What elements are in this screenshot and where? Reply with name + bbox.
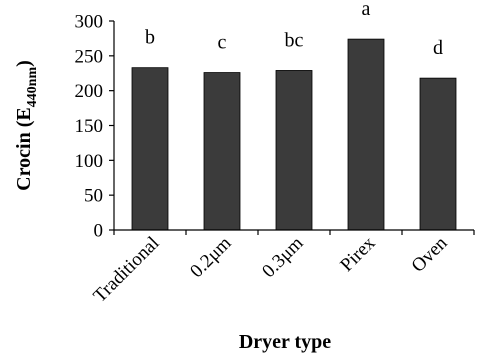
x-axis-ticks: Traditional 0.2μm 0.3μm Pirex Oven <box>89 230 475 307</box>
y-tick-label: 250 <box>75 46 104 67</box>
y-axis-title-close: ) <box>13 60 35 67</box>
y-tick-label: 200 <box>75 81 104 102</box>
significance-letter: bc <box>285 29 304 51</box>
bar-5 <box>419 77 457 231</box>
x-category-label: Traditional <box>89 233 163 307</box>
y-axis-title-subscript: 440nm <box>25 67 40 108</box>
x-category-label: Oven <box>408 232 452 276</box>
bars <box>131 38 457 231</box>
bar-2 <box>203 72 241 231</box>
y-tick-label: 50 <box>84 186 103 207</box>
x-axis-title: Dryer type <box>239 331 331 353</box>
x-category-label: 0.2μm <box>186 233 235 282</box>
x-category-label: Pirex <box>336 232 380 276</box>
y-axis-ticks: 0 50 100 150 200 250 300 <box>75 12 114 242</box>
y-tick-label: 150 <box>75 116 104 137</box>
y-axis-title: Crocin (E440nm) <box>13 60 40 191</box>
y-tick-label: 100 <box>75 151 104 172</box>
significance-letter: b <box>145 27 155 49</box>
x-category-label: 0.3μm <box>258 233 307 282</box>
y-tick-label: 300 <box>75 12 104 33</box>
y-axis-title-main: Crocin (E <box>13 107 35 191</box>
significance-letter: a <box>362 0 371 20</box>
significance-letter: c <box>218 32 227 54</box>
significance-letter: d <box>433 37 443 59</box>
bar-4 <box>347 38 385 231</box>
y-tick-label: 0 <box>94 221 104 242</box>
bar-3 <box>275 70 313 231</box>
bar-1 <box>131 67 169 231</box>
